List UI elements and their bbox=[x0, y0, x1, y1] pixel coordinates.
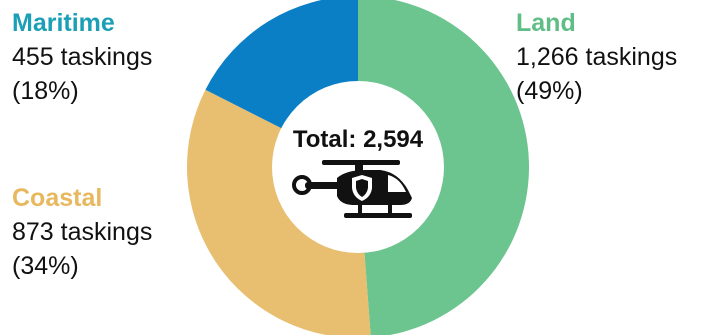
label-coastal: Coastal 873 taskings (34%) bbox=[12, 181, 152, 283]
label-maritime: Maritime 455 taskings (18%) bbox=[12, 6, 152, 108]
land-pct: (49%) bbox=[516, 77, 583, 105]
land-count: 1,266 taskings bbox=[516, 43, 678, 71]
helicopter-shield-icon bbox=[292, 160, 412, 218]
coastal-name: Coastal bbox=[12, 184, 103, 212]
label-land: Land 1,266 taskings (49%) bbox=[516, 6, 677, 108]
maritime-name: Maritime bbox=[12, 9, 115, 37]
maritime-pct: (18%) bbox=[12, 77, 79, 105]
land-name: Land bbox=[516, 9, 576, 37]
total-label: Total: 2,594 bbox=[293, 126, 424, 153]
maritime-count: 455 taskings bbox=[12, 43, 153, 71]
coastal-count: 873 taskings bbox=[12, 218, 153, 246]
coastal-pct: (34%) bbox=[12, 252, 79, 280]
